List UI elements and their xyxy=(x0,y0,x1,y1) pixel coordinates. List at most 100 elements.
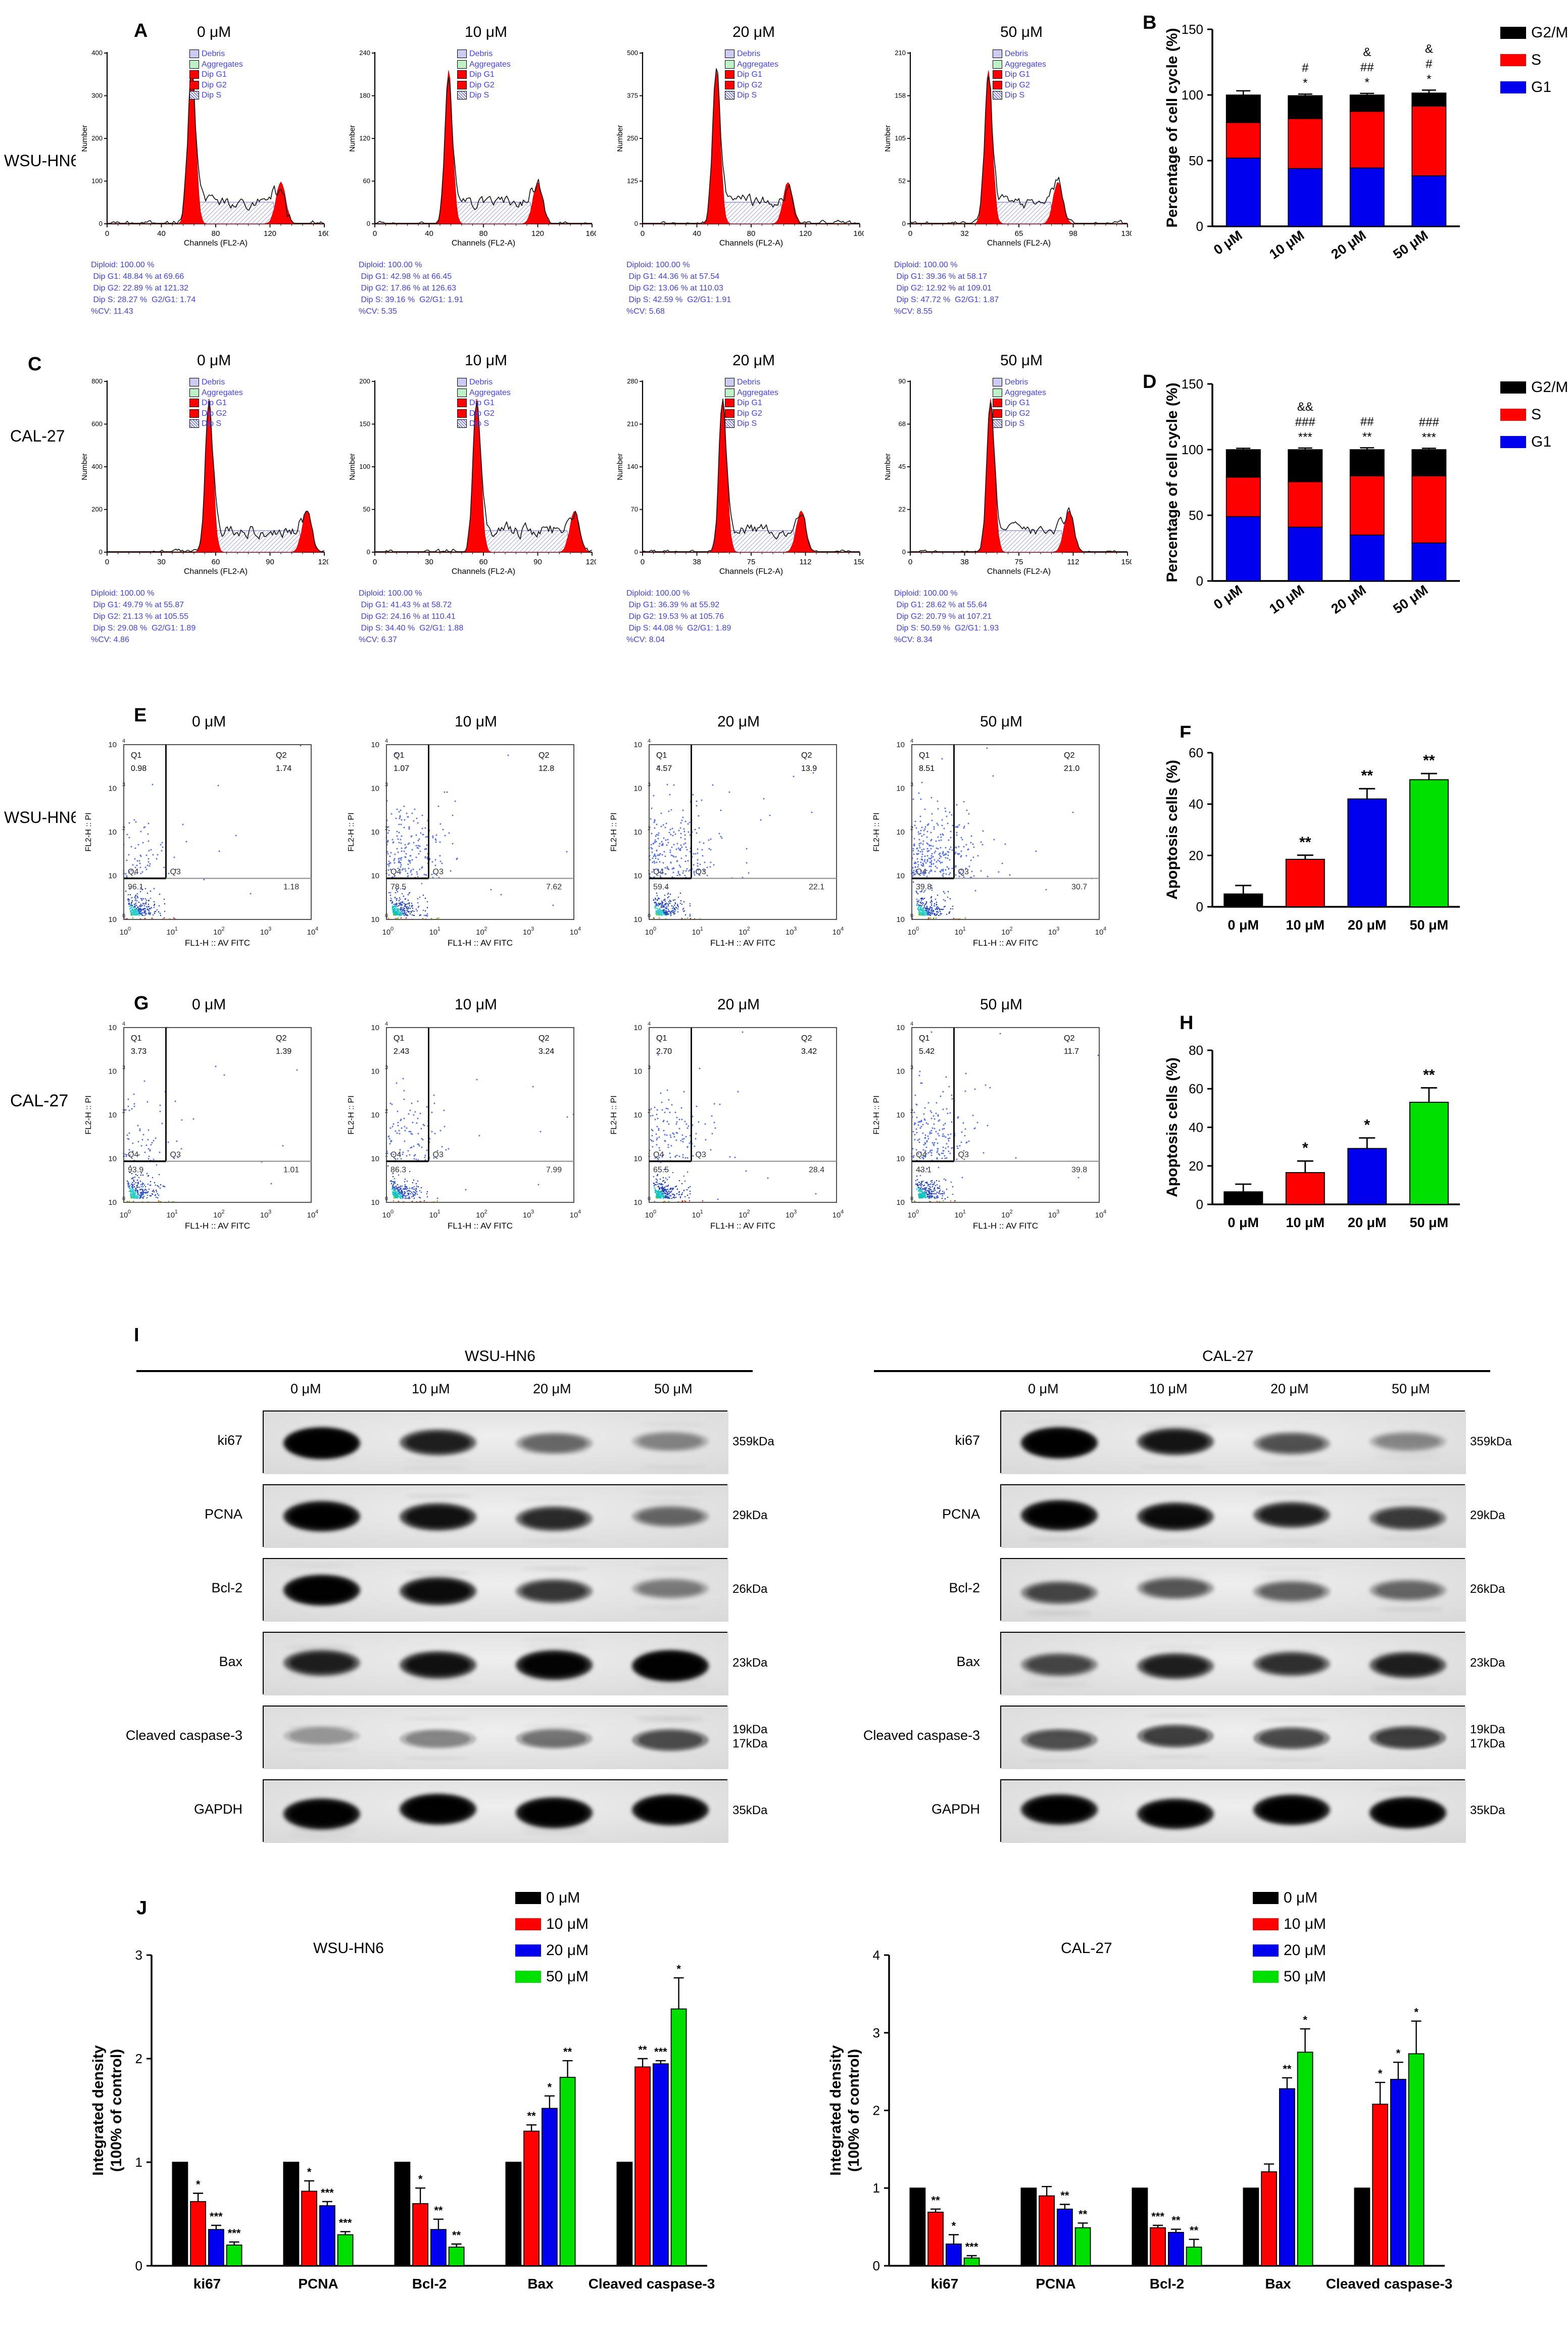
svg-text:10: 10 xyxy=(633,1111,642,1119)
svg-text:2: 2 xyxy=(221,926,224,932)
svg-text:FL2-H :: PI: FL2-H :: PI xyxy=(610,812,618,851)
svg-text:60: 60 xyxy=(212,558,220,566)
svg-text:10: 10 xyxy=(371,872,379,881)
svg-text:600: 600 xyxy=(91,420,103,428)
svg-text:250: 250 xyxy=(627,134,638,142)
svg-text:10: 10 xyxy=(371,785,379,793)
svg-text:4: 4 xyxy=(910,1021,913,1027)
svg-text:10: 10 xyxy=(633,1198,642,1207)
svg-text:10: 10 xyxy=(786,1211,794,1220)
svg-text:50: 50 xyxy=(363,506,370,513)
svg-text:Q1: Q1 xyxy=(131,1034,141,1043)
svg-text:1.07: 1.07 xyxy=(394,764,409,773)
svg-text:10: 10 xyxy=(908,1211,916,1220)
svg-text:10: 10 xyxy=(476,1211,484,1220)
svg-text:10: 10 xyxy=(1001,928,1010,937)
svg-text:0: 0 xyxy=(908,229,912,238)
svg-text:0: 0 xyxy=(105,558,109,566)
svg-text:150: 150 xyxy=(1121,558,1132,566)
svg-text:*: * xyxy=(1303,76,1307,90)
svg-text:2: 2 xyxy=(484,926,487,932)
svg-text:Apoptosis cells (%): Apoptosis cells (%) xyxy=(1164,1057,1181,1197)
svg-text:4: 4 xyxy=(1103,1209,1106,1215)
svg-text:*: * xyxy=(1302,1140,1308,1156)
svg-text:Number: Number xyxy=(348,453,357,480)
svg-text:1.01: 1.01 xyxy=(283,1166,299,1175)
svg-text:0.98: 0.98 xyxy=(131,764,146,773)
svg-text:2: 2 xyxy=(135,2051,142,2066)
svg-text:10: 10 xyxy=(896,1024,905,1032)
svg-text:10: 10 xyxy=(371,1067,379,1076)
svg-text:0: 0 xyxy=(902,548,906,556)
svg-text:*: * xyxy=(307,2166,312,2178)
svg-text:Q3: Q3 xyxy=(696,868,706,877)
svg-text:Percentage of cell cycle (%): Percentage of cell cycle (%) xyxy=(1164,382,1181,582)
svg-text:120: 120 xyxy=(585,558,596,566)
svg-text:10: 10 xyxy=(108,1024,117,1032)
svg-text:FL2-H :: PI: FL2-H :: PI xyxy=(347,812,356,851)
svg-text:Q1: Q1 xyxy=(394,1034,404,1043)
svg-text:Q1: Q1 xyxy=(394,751,404,760)
svg-text:8.51: 8.51 xyxy=(919,764,935,773)
svg-text:Q1: Q1 xyxy=(131,751,141,760)
svg-text:FL1-H :: AV FITC: FL1-H :: AV FITC xyxy=(185,938,250,948)
svg-text:40: 40 xyxy=(425,229,433,238)
svg-text:10: 10 xyxy=(633,741,642,749)
svg-text:60: 60 xyxy=(479,558,488,566)
svg-text:FL1-H :: AV FITC: FL1-H :: AV FITC xyxy=(185,1221,250,1231)
svg-text:10: 10 xyxy=(120,928,128,937)
svg-text:Number: Number xyxy=(616,453,624,480)
svg-text:90: 90 xyxy=(899,377,906,385)
svg-text:3: 3 xyxy=(531,1209,534,1215)
svg-text:32: 32 xyxy=(960,229,969,238)
svg-text:10: 10 xyxy=(633,828,642,837)
svg-text:###: ### xyxy=(1295,415,1316,429)
svg-text:**: ** xyxy=(1362,430,1372,444)
svg-text:10: 10 xyxy=(371,1024,379,1032)
svg-text:4: 4 xyxy=(578,926,581,932)
svg-text:10: 10 xyxy=(307,928,316,937)
svg-text:22.1: 22.1 xyxy=(809,883,824,892)
svg-text:120: 120 xyxy=(264,229,276,238)
svg-text:Number: Number xyxy=(884,125,892,152)
svg-text:FL2-H :: PI: FL2-H :: PI xyxy=(84,812,93,851)
svg-text:10: 10 xyxy=(896,828,905,837)
svg-text:10: 10 xyxy=(692,928,700,937)
svg-text:0: 0 xyxy=(128,926,131,932)
svg-text:FL2-H :: PI: FL2-H :: PI xyxy=(610,1095,618,1134)
svg-text:52: 52 xyxy=(899,177,906,185)
svg-text:1: 1 xyxy=(175,926,178,932)
svg-text:112: 112 xyxy=(800,558,812,566)
svg-text:0: 0 xyxy=(99,548,103,556)
svg-text:20: 20 xyxy=(1189,1158,1203,1174)
svg-text:90: 90 xyxy=(533,558,542,566)
svg-text:1: 1 xyxy=(437,926,440,932)
svg-text:240: 240 xyxy=(359,49,370,57)
svg-text:10: 10 xyxy=(896,785,905,793)
svg-text:FL1-H :: AV FITC: FL1-H :: AV FITC xyxy=(710,1221,775,1231)
svg-text:10: 10 xyxy=(1048,928,1057,937)
svg-text:0: 0 xyxy=(390,1209,394,1215)
svg-text:4: 4 xyxy=(648,1021,651,1027)
svg-text:120: 120 xyxy=(799,229,812,238)
svg-text:75: 75 xyxy=(1015,558,1023,566)
svg-text:0: 0 xyxy=(641,229,645,238)
svg-text:10: 10 xyxy=(382,1211,391,1220)
svg-text:FL1-H :: AV FITC: FL1-H :: AV FITC xyxy=(448,1221,513,1231)
svg-text:***: *** xyxy=(1422,430,1436,444)
svg-text:2: 2 xyxy=(747,1209,750,1215)
svg-text:**: ** xyxy=(527,2110,536,2122)
svg-text:3.73: 3.73 xyxy=(131,1047,146,1056)
svg-text:400: 400 xyxy=(91,463,103,470)
svg-text:0: 0 xyxy=(641,558,645,566)
svg-text:2: 2 xyxy=(1009,926,1012,932)
svg-text:Channels (FL2-A): Channels (FL2-A) xyxy=(184,239,248,248)
svg-text:10: 10 xyxy=(1095,928,1104,937)
svg-text:4: 4 xyxy=(385,1021,388,1027)
svg-text:4: 4 xyxy=(841,926,844,932)
svg-text:0: 0 xyxy=(390,926,394,932)
svg-text:10 μM: 10 μM xyxy=(1286,917,1325,933)
svg-text:120: 120 xyxy=(359,134,370,142)
svg-text:##: ## xyxy=(1360,415,1374,428)
svg-text:0: 0 xyxy=(1196,219,1203,234)
